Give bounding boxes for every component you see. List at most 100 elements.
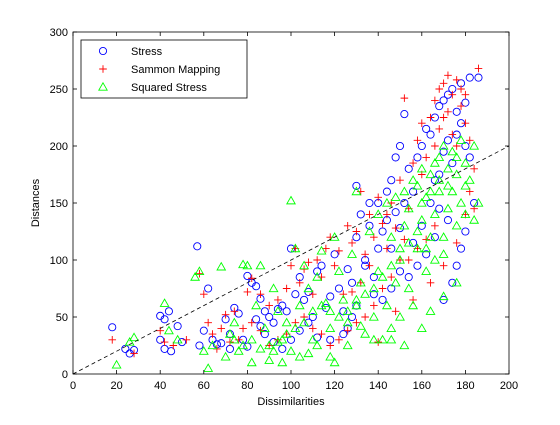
data-point [351,186,362,196]
data-point [386,334,397,344]
data-point [434,152,445,161]
data-point [417,221,426,230]
data-point [373,209,384,218]
data-point [404,273,413,282]
data-point [395,254,405,264]
data-point [221,310,230,319]
data-point [203,363,214,372]
data-point [377,334,388,344]
data-point [108,323,117,332]
data-point [444,108,452,116]
data-point [400,94,409,102]
y-tick-label: 100 [50,255,68,267]
y-tick-label: 0 [62,369,68,381]
data-point [291,318,300,327]
x-tick-label: 180 [456,380,474,392]
data-point [281,317,292,327]
data-point [352,318,361,327]
x-tick-label: 100 [282,380,300,392]
data-point [347,278,357,287]
data-point [439,113,448,122]
data-point [378,219,387,228]
data-point [190,271,201,281]
data-point [286,335,296,344]
data-point [182,336,191,344]
data-point [299,260,310,270]
data-point [452,76,461,84]
data-point [391,153,400,162]
x-tick-label: 80 [241,380,253,392]
data-point [277,357,288,367]
data-point [352,227,361,236]
data-point [448,90,457,99]
data-point [304,258,313,267]
data-point [425,306,436,315]
data-point [435,125,444,133]
data-point [377,271,388,281]
data-point [255,260,266,270]
data-point [343,326,352,335]
data-point [247,318,256,327]
data-point [281,328,292,338]
data-point [435,170,444,179]
data-point [374,193,382,202]
data-point [386,260,397,270]
data-point [460,209,471,218]
data-point [233,346,244,355]
legend-label: Stress [131,46,163,58]
data-point [439,79,448,88]
data-point [274,296,282,304]
data-point [395,267,405,276]
data-point [399,220,410,230]
data-point [452,107,461,116]
data-point [461,90,470,99]
data-point [347,312,357,322]
legend-label: Squared Stress [131,82,207,94]
data-point [200,290,208,298]
data-point [409,296,417,304]
data-point [299,317,310,327]
data-point [347,249,358,258]
data-point [442,203,453,213]
data-point [452,261,461,270]
data-point [426,113,435,122]
data-point [422,235,430,244]
legend-entry-stress: Stress [98,46,163,58]
data-point [342,306,353,315]
data-point [431,142,439,150]
data-point [268,283,279,293]
data-point [330,261,339,270]
data-point [378,284,387,293]
data-point [408,300,419,310]
data-point [374,338,382,346]
data-point [316,245,327,255]
data-point [195,341,204,350]
data-point [348,239,356,247]
data-point [434,186,445,196]
data-point [333,311,344,321]
data-point [435,102,444,111]
data-point [456,197,467,207]
data-point [360,289,371,298]
data-point [383,244,391,253]
data-point [316,300,327,310]
data-point [320,298,331,307]
data-point [435,204,444,213]
data-point [255,343,266,353]
data-point [300,313,308,321]
data-point [447,146,458,156]
data-point [390,277,401,287]
data-point [439,96,448,105]
data-point [229,334,240,344]
data-point [391,307,400,316]
data-point [167,347,176,356]
data-point [256,290,265,298]
data-point [312,271,323,281]
data-point [421,243,432,253]
data-point [204,318,212,327]
data-point [461,227,470,236]
data-point [387,284,396,293]
data-point [456,135,467,144]
data-point [278,301,287,310]
data-point [313,267,322,276]
